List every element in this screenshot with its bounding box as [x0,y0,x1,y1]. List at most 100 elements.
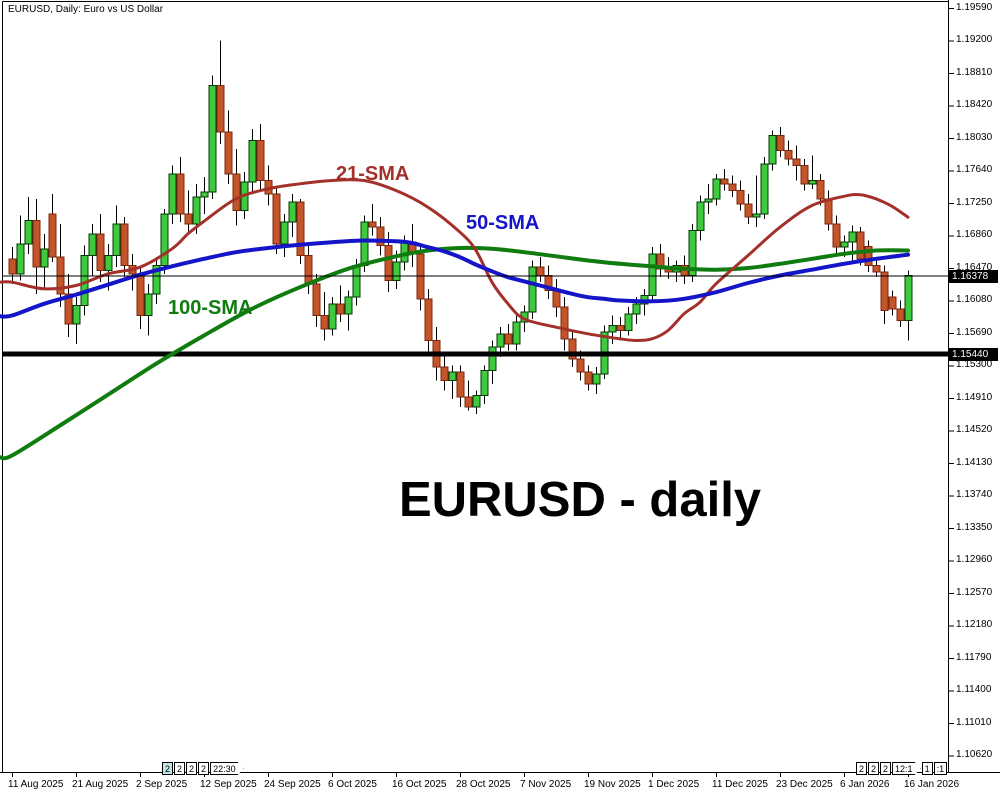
candle-bear [872,264,881,273]
time-axis-label: 24 Sep 2025 [264,779,321,790]
candle-bull [808,179,817,185]
candle-bear [576,358,585,373]
candle-bear [536,266,545,276]
candle-bull [104,254,113,271]
candle-bull [208,84,217,193]
candle-bear [880,271,889,311]
candle-bull [840,241,849,248]
candle-bear [560,306,569,340]
candle-bear [800,164,809,185]
current-price-tag: 1.16378 [949,269,998,283]
object-tag[interactable]: 2 [174,762,186,775]
object-tag[interactable]: 1 [921,762,933,775]
candle-bull [88,233,97,256]
candle-bull [528,266,537,313]
candle-bear [816,179,825,200]
candle-bear [832,223,841,248]
object-tags-left: 2 2 2 2 22:30 [162,762,244,775]
candle-bear [384,244,393,281]
candle-bear [896,308,905,321]
candle-bear [64,293,73,325]
candle-bear [456,371,465,398]
candle-bull [648,253,657,296]
candle-bear [792,158,801,166]
object-tag[interactable]: 2 [198,762,210,775]
candle-bear [824,198,833,225]
candle-bear [272,193,281,245]
candle-bear [368,221,377,228]
candle-bear [616,324,625,331]
time-axis-label: 16 Oct 2025 [392,779,447,790]
support-level-tag: 1.15440 [949,347,998,361]
candle-bull [392,261,401,281]
candle-bull [144,293,153,316]
candle-bear [56,256,65,295]
candle-bull [168,173,177,215]
candle-bear [32,219,41,268]
candle-bear [136,273,145,316]
candle-bear [736,189,745,205]
candle-bear [304,254,313,285]
candle-bull [24,219,33,245]
object-tag[interactable]: 2 [162,762,174,775]
candle-bull [608,324,617,333]
object-tag[interactable]: 2 [856,762,868,775]
candle-bear [312,283,321,316]
candle-bear [232,173,241,211]
candle-bull [352,264,361,298]
object-tag[interactable]: 2 [186,762,198,775]
candle-bull [592,373,601,385]
candle-bull [848,231,857,243]
price-axis-label: 1.15690 [956,326,993,338]
candle-bear [888,296,897,310]
price-axis-label: 1.15300 [956,359,993,371]
candle-bull [448,371,457,381]
price-axis-label: 1.16470 [956,261,993,273]
candle-bear [552,289,561,308]
candle-bear [48,213,57,258]
price-axis-label: 1.11400 [956,684,992,696]
candle-bull [624,313,633,331]
object-tag[interactable]: 2 [880,762,892,775]
time-axis-label: 19 Nov 2025 [584,779,641,790]
candle-bull [288,201,297,223]
candle-bear [296,201,305,256]
time-axis-label: 16 Jan 2026 [904,779,960,790]
object-tag[interactable]: 2 [868,762,880,775]
object-tag[interactable]: 12:1 [892,762,921,775]
candle-bear [176,173,185,215]
time-axis-label: 6 Oct 2025 [328,779,377,790]
price-axis-label: 1.12180 [956,619,993,631]
price-axis-label: 1.17250 [956,196,993,208]
time-axis-label: 28 Oct 2025 [456,779,511,790]
candle-bear [568,338,577,360]
object-tag[interactable]: 22:30 [210,762,244,775]
candle-bear [720,178,729,185]
time-axis-label: 11 Dec 2025 [712,779,768,790]
chart-watermark: EURUSD - daily [398,473,762,527]
candle-bear [224,131,233,175]
candle-bull [904,275,913,321]
candle-bear [320,314,329,330]
candle-bull [480,369,489,396]
candle-bull [712,178,721,200]
candle-bull [112,223,121,256]
price-axis-label: 1.12570 [956,586,993,598]
candle-bull [40,248,49,268]
candle-bull [16,243,25,275]
candle-bull [328,303,337,330]
price-axis-label: 1.11790 [956,651,992,663]
price-axis-label: 1.18810 [956,66,993,78]
object-tag[interactable]: :1 [933,762,948,775]
price-axis-label: 1.16860 [956,229,993,241]
candle-bear [8,258,17,275]
time-axis-label: 1 Dec 2025 [648,779,700,790]
candle-bull [152,264,161,295]
candle-bear [440,366,449,381]
sma-21-sma [0,178,910,342]
price-axis-label: 1.11010 [956,716,992,728]
candle-bear [256,139,265,181]
